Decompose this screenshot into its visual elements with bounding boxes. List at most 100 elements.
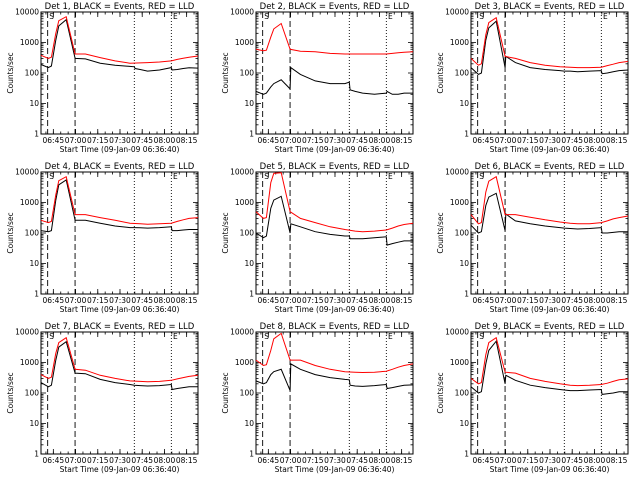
x-tick-label: 07:15 xyxy=(517,296,539,305)
panel-det-7: Det 7, BLACK = Events, RED = LLD 1 10 100 10… xyxy=(6,322,199,474)
marker-label: S xyxy=(264,12,269,21)
y-tick-label: 1000 xyxy=(20,358,39,367)
y-tick-label: 1 xyxy=(249,130,254,139)
y-tick-label: 1000 xyxy=(235,38,254,47)
marker-label: E xyxy=(388,12,393,21)
y-tick-label: 100 xyxy=(240,229,255,238)
marker-label: S xyxy=(479,172,484,181)
x-tick-label: 06:45 xyxy=(43,296,65,305)
panel-title: Det 9, BLACK = Events, RED = LLD xyxy=(475,322,625,332)
events-series-line xyxy=(255,66,413,95)
lld-series-line xyxy=(40,15,199,64)
y-tick-label: 10 xyxy=(244,99,254,108)
marker-label: S xyxy=(264,332,269,341)
y-axis-label: Counts/sec xyxy=(436,212,445,253)
y-tick-label: 10 xyxy=(29,99,39,108)
lld-series-line xyxy=(470,336,629,387)
y-tick-label: 10000 xyxy=(15,328,39,337)
axes-frame xyxy=(255,11,414,135)
panel-det-5: Det 5, BLACK = Events, RED = LLD 1 10 100 10… xyxy=(221,162,414,314)
x-tick-label: 08:00 xyxy=(369,296,391,305)
marker-label: E xyxy=(603,172,608,181)
y-axis-label: Counts/sec xyxy=(436,372,445,413)
panel-title: Det 3, BLACK = Events, RED = LLD xyxy=(475,2,625,12)
x-tick-label: 07:15 xyxy=(87,136,109,145)
marker-label: S xyxy=(49,12,54,21)
x-tick-label: 07:15 xyxy=(517,136,539,145)
panel-det-1: Det 1, BLACK = Events, RED = LLD 1 10 100 10… xyxy=(6,2,199,154)
x-tick-label: 07:45 xyxy=(131,456,153,465)
x-tick-label: 08:15 xyxy=(176,456,198,465)
y-tick-label: 1000 xyxy=(20,38,39,47)
x-tick-label: 07:00 xyxy=(495,296,517,305)
panel-det-2: Det 2, BLACK = Events, RED = LLD 1 10 100 10… xyxy=(221,2,414,154)
axes-frame xyxy=(255,171,414,295)
marker-label: E xyxy=(173,172,178,181)
y-tick-label: 1 xyxy=(464,450,469,459)
y-tick-label: 10000 xyxy=(15,168,39,177)
x-tick-label: 08:00 xyxy=(154,136,176,145)
y-tick-label: 1 xyxy=(464,290,469,299)
panel-det-8: Det 8, BLACK = Events, RED = LLD 1 10 100 10… xyxy=(221,322,414,474)
x-tick-label: 06:45 xyxy=(473,136,495,145)
panel-det-9: Det 9, BLACK = Events, RED = LLD 1 10 100 10… xyxy=(436,322,629,474)
x-tick-label: 07:30 xyxy=(109,136,131,145)
x-tick-label: 07:00 xyxy=(280,456,302,465)
x-tick-label: 07:30 xyxy=(109,456,131,465)
x-tick-label: 07:30 xyxy=(324,136,346,145)
axes-frame xyxy=(40,331,199,455)
x-axis-label: Start Time (09-Jan-09 06:36:40) xyxy=(60,305,180,314)
y-tick-label: 1 xyxy=(464,130,469,139)
events-series-line xyxy=(470,20,629,75)
x-tick-label: 08:00 xyxy=(369,456,391,465)
x-tick-label: 07:45 xyxy=(561,296,583,305)
y-tick-label: 10000 xyxy=(445,328,469,337)
axes-frame xyxy=(40,11,199,135)
axes-frame xyxy=(255,331,414,455)
x-tick-label: 07:00 xyxy=(65,456,87,465)
x-tick-label: 06:45 xyxy=(258,456,280,465)
lld-series-line xyxy=(255,22,414,55)
axes-frame xyxy=(470,331,629,455)
y-tick-label: 10 xyxy=(29,259,39,268)
x-axis-label: Start Time (09-Jan-09 06:36:40) xyxy=(60,465,180,474)
marker-label: S xyxy=(479,332,484,341)
x-tick-label: 07:00 xyxy=(280,136,302,145)
y-tick-label: 100 xyxy=(25,69,40,78)
marker-label: E xyxy=(388,172,393,181)
x-tick-label: 07:00 xyxy=(65,136,87,145)
y-tick-label: 10 xyxy=(459,259,469,268)
y-axis-label: Counts/sec xyxy=(221,212,230,253)
lld-series-line xyxy=(40,336,199,383)
y-axis-label: Counts/sec xyxy=(221,52,230,93)
x-axis-label: Start Time (09-Jan-09 06:36:40) xyxy=(60,145,180,154)
x-tick-label: 06:45 xyxy=(43,456,65,465)
marker-label: E xyxy=(603,12,608,21)
x-tick-label: 07:15 xyxy=(87,296,109,305)
panel-title: Det 6, BLACK = Events, RED = LLD xyxy=(475,162,625,172)
y-axis-label: Counts/sec xyxy=(6,52,15,93)
lld-series-line xyxy=(255,172,414,233)
x-tick-label: 08:15 xyxy=(391,456,413,465)
y-tick-label: 100 xyxy=(455,229,470,238)
events-series-line xyxy=(40,18,199,72)
x-tick-label: 08:00 xyxy=(584,136,606,145)
y-tick-label: 1 xyxy=(34,450,39,459)
x-tick-label: 06:45 xyxy=(473,296,495,305)
x-tick-label: 07:45 xyxy=(131,296,153,305)
y-axis-label: Counts/sec xyxy=(436,52,445,93)
x-tick-label: 08:15 xyxy=(176,136,198,145)
events-series-line xyxy=(470,340,628,395)
x-tick-label: 08:00 xyxy=(584,296,606,305)
y-tick-label: 1 xyxy=(34,130,39,139)
y-tick-label: 1000 xyxy=(450,198,469,207)
marker-label: S xyxy=(49,332,54,341)
x-tick-label: 06:45 xyxy=(258,136,280,145)
x-tick-label: 08:15 xyxy=(606,136,628,145)
x-axis-label: Start Time (09-Jan-09 06:36:40) xyxy=(490,305,610,314)
y-tick-label: 1000 xyxy=(450,358,469,367)
x-axis-label: Start Time (09-Jan-09 06:36:40) xyxy=(275,305,395,314)
y-tick-label: 100 xyxy=(455,69,470,78)
marker-label: S xyxy=(49,172,54,181)
